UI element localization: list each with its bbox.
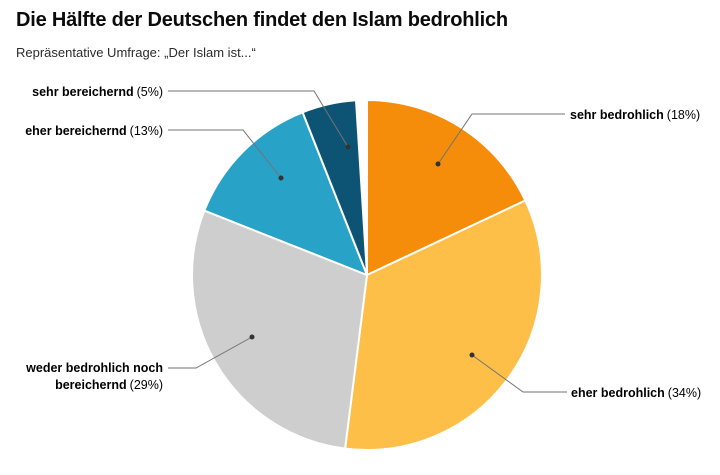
- leader-dot-sehr-bereichernd: [345, 144, 351, 150]
- leader-line-weder: [168, 336, 253, 369]
- chart-title: Die Hälfte der Deutschen findet den Isla…: [16, 9, 508, 31]
- slice-label-sehr-bereichernd: sehr bereichernd (5%): [32, 84, 163, 100]
- slice-label-text: sehr bedrohlich: [570, 108, 664, 122]
- leader-dot-weder: [249, 334, 255, 340]
- slice-label-eher-bedrohlich: eher bedrohlich (34%): [571, 385, 701, 401]
- leader-dot-eher-bedrohlich: [469, 352, 475, 358]
- slice-label-text: sehr bereichernd: [32, 85, 134, 99]
- leader-dot-sehr-bedrohlich: [435, 161, 441, 167]
- slice-label-text: eher bedrohlich: [571, 386, 665, 400]
- slice-label-weder-bedrohlich-noch-bereichernd: weder bedrohlich noch bereichernd (29%): [13, 360, 163, 394]
- slice-label-text: weder bedrohlich noch bereichernd: [26, 361, 163, 392]
- slice-label-pct: (13%): [129, 124, 163, 138]
- slice-label-eher-bereichernd: eher bereichernd (13%): [25, 123, 163, 139]
- slice-label-pct: (34%): [667, 386, 702, 400]
- leader-line-sehr-bereichernd: [168, 90, 349, 148]
- pie-slice-eher-bedrohlich[interactable]: [344, 199, 543, 451]
- leader-line-eher-bereichernd: [168, 129, 282, 179]
- chart-subtitle: Repräsentative Umfrage: „Der Islam ist..…: [16, 45, 256, 60]
- slice-label-text: eher bereichernd: [25, 124, 127, 138]
- pie-slice-sehr-bereichernd[interactable]: [301, 99, 368, 276]
- pie: [191, 99, 543, 451]
- slice-label-sehr-bedrohlich: sehr bedrohlich (18%): [570, 107, 700, 123]
- pie-slice-weder-bedrohlich-noch-bereichernd[interactable]: [191, 209, 368, 450]
- leader-line-eher-bedrohlich: [471, 354, 567, 393]
- leader-dot-eher-bereichernd: [278, 175, 284, 181]
- slice-label-pct: (29%): [129, 378, 163, 392]
- leader-lines: [168, 90, 567, 393]
- leader-line-sehr-bedrohlich: [437, 113, 565, 165]
- slice-label-pct: (18%): [666, 108, 701, 122]
- pie-slice-sehr-bedrohlich[interactable]: [366, 99, 527, 276]
- slice-label-pct: (5%): [136, 85, 163, 99]
- pie-slice-eher-bereichernd[interactable]: [203, 111, 368, 276]
